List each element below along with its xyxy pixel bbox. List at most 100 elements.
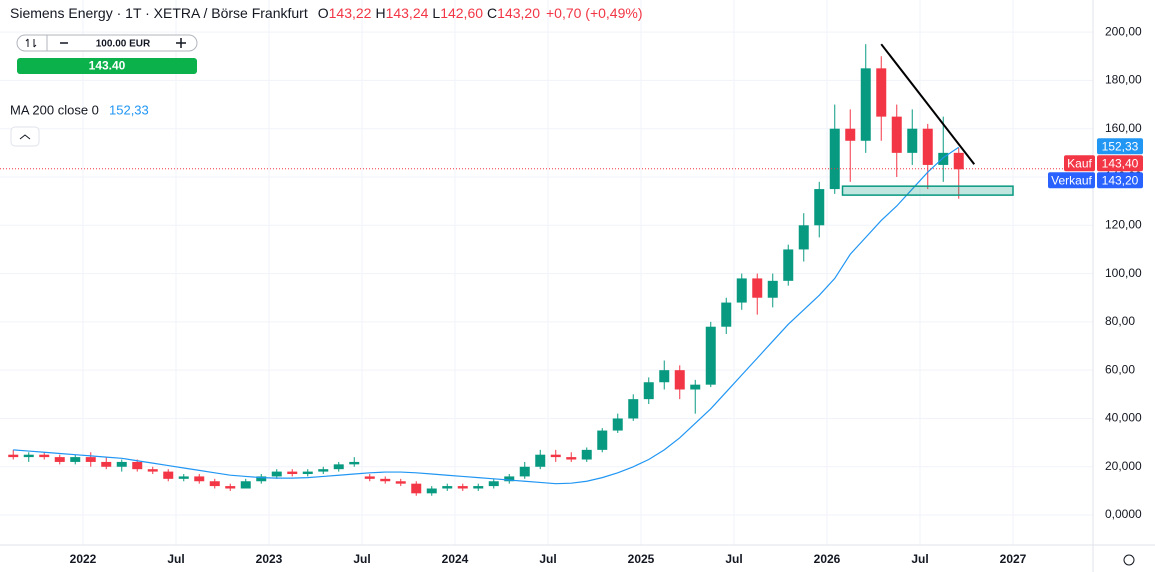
ohlc-value: 143,22	[329, 5, 372, 21]
plot	[0, 43, 1093, 496]
candle-body	[23, 454, 34, 458]
candle-body	[488, 481, 499, 487]
x-tick-label: 2027	[1000, 552, 1027, 566]
price-name-box	[1048, 172, 1095, 189]
candle-body	[178, 476, 189, 479]
ohlc-key: L	[432, 5, 440, 21]
candle-body	[256, 476, 267, 482]
candle-body	[147, 469, 158, 472]
support-zone	[841, 185, 1014, 196]
candle-body	[736, 278, 747, 303]
indicator-name: MA 200 close 0	[10, 102, 99, 117]
candle-body	[54, 457, 65, 462]
ohlc-key: O	[318, 5, 329, 21]
candle-body	[721, 302, 732, 327]
y-tick-label: 60,00	[1105, 362, 1135, 376]
candle-body	[674, 370, 685, 390]
quantity-box[interactable]	[16, 34, 198, 52]
candle-body	[8, 454, 19, 458]
y-tick-label: 40,000	[1105, 411, 1142, 425]
candle-body	[349, 461, 360, 465]
grid	[0, 0, 1093, 545]
y-tick-label: 0,0000	[1105, 507, 1142, 521]
price-box	[1097, 138, 1143, 155]
candle-body	[364, 476, 375, 479]
ohlc-value: 143,20	[497, 5, 540, 21]
candle-body	[783, 249, 794, 281]
change: +0,70 (+0,49%)	[546, 5, 643, 21]
plus-icon[interactable]	[176, 38, 186, 48]
ohlc-key: H	[375, 5, 385, 21]
candle-body	[85, 457, 96, 462]
price-box-label: 143,40	[1102, 156, 1139, 170]
candle-body	[566, 457, 577, 460]
ohlc: O143,22 H143,24 L142,60 C143,20	[318, 5, 540, 21]
candle-body	[101, 461, 112, 467]
candle-body	[628, 399, 639, 419]
x-tick-label: 2023	[256, 552, 283, 566]
x-tick-label: 2026	[814, 552, 841, 566]
settings-icon[interactable]	[1123, 554, 1135, 566]
price-box-label: 143,20	[1102, 173, 1139, 187]
candle-body	[302, 471, 313, 475]
x-tick-label: 2022	[70, 552, 97, 566]
candle-body	[953, 152, 964, 170]
candle-body	[39, 454, 50, 458]
order-widget[interactable]: 100.00 EUR 143.40	[16, 34, 198, 74]
candle-body	[504, 476, 515, 482]
x-tick-label: 2025	[628, 552, 655, 566]
candle-body	[442, 486, 453, 489]
buy-price[interactable]: 143.40	[89, 59, 126, 73]
moving-average	[13, 146, 960, 485]
candle-body	[814, 189, 825, 226]
price-name: Kauf	[1067, 156, 1092, 170]
trendline	[880, 43, 976, 165]
header: Siemens Energy · 1T · XETRA / Börse Fran…	[10, 5, 643, 21]
candle-body	[411, 483, 422, 494]
candle-body	[457, 486, 468, 489]
y-tick-label: 120,00	[1105, 217, 1142, 231]
ohlc-key: C	[487, 5, 497, 21]
y-tick-label: 160,00	[1105, 121, 1142, 135]
candle-body	[287, 471, 298, 475]
candle-body	[271, 471, 282, 477]
swap-icon[interactable]	[25, 38, 37, 48]
candle-body	[922, 128, 933, 165]
ohlc-value: 142,60	[440, 5, 483, 21]
candle-body	[860, 68, 871, 141]
candle-body	[473, 486, 484, 489]
x-tick-label: Jul	[539, 552, 556, 566]
x-tick-label: 2024	[442, 552, 469, 566]
chart-title: Siemens Energy · 1T · XETRA / Börse Fran…	[10, 5, 308, 21]
candle-body	[426, 488, 437, 494]
quantity: 100.00 EUR	[96, 39, 151, 50]
candle-body	[767, 280, 778, 298]
candle-body	[132, 461, 143, 470]
collapse-button[interactable]	[10, 126, 40, 147]
candle-body	[225, 486, 236, 489]
candle-body	[659, 370, 670, 383]
candle-body	[333, 464, 344, 470]
candle-body	[643, 382, 654, 400]
candle-body	[938, 152, 949, 165]
price-box-label: 152,33	[1102, 139, 1139, 153]
x-tick-label: Jul	[167, 552, 184, 566]
price-name: Verkauf	[1051, 173, 1092, 187]
x-tick-label: Jul	[911, 552, 928, 566]
candle-body	[876, 68, 887, 117]
candle-body	[240, 481, 251, 489]
candle-body	[597, 430, 608, 450]
x-tick-label: Jul	[353, 552, 370, 566]
x-tick-label: Jul	[725, 552, 742, 566]
y-axis: 0,0000 20,000 40,000 60,00 80,00 100,00 120,00…	[1048, 24, 1143, 521]
candle-body	[209, 481, 220, 487]
candle-body	[395, 481, 406, 484]
candle-body	[891, 116, 902, 153]
candle-body	[380, 478, 391, 482]
price-name-box	[1064, 155, 1095, 172]
candle-body	[163, 471, 174, 479]
candle-body	[581, 449, 592, 460]
buy-button[interactable]	[17, 58, 197, 74]
collapse-icon	[19, 134, 31, 140]
